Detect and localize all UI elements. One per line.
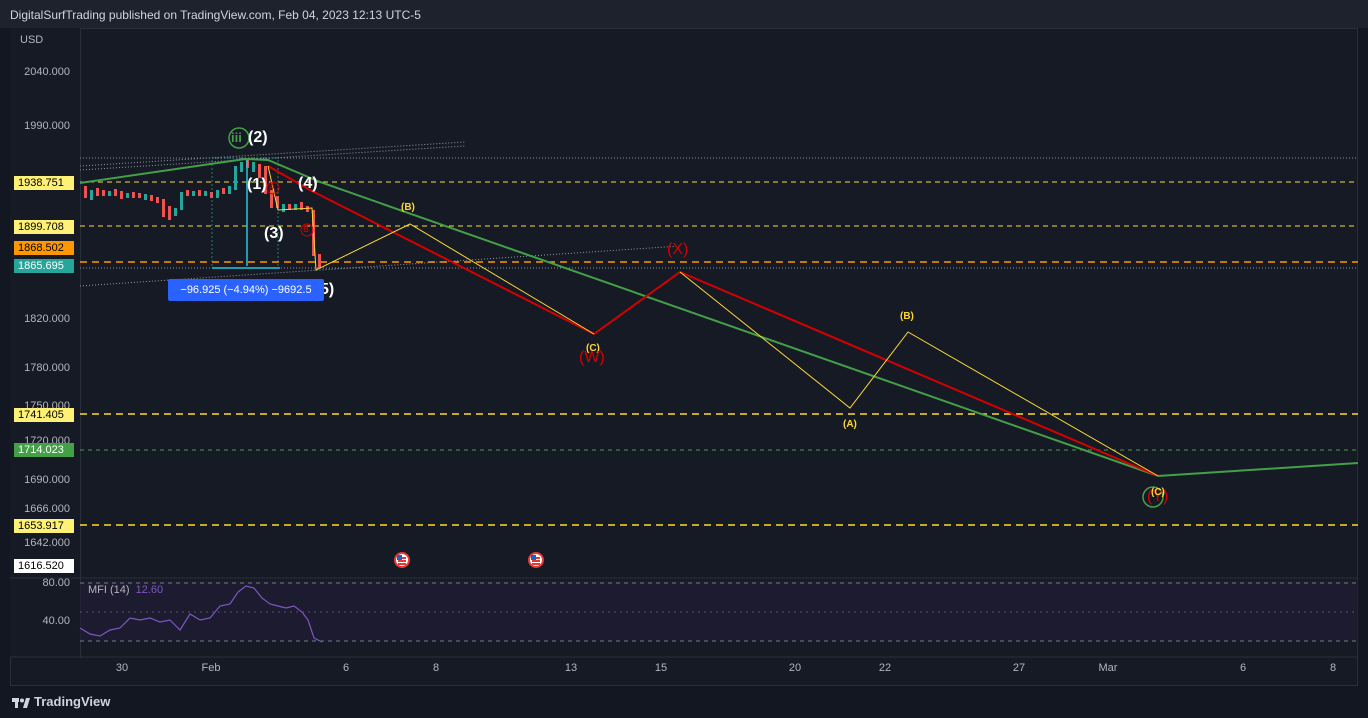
green-wave-path <box>79 157 1359 478</box>
wave-label-c1: (C) <box>586 343 600 354</box>
wave-label-a2: (A) <box>843 419 857 430</box>
currency-label: USD <box>20 34 44 46</box>
price-tick: 1990.000 <box>24 120 70 132</box>
wave-label-b: B <box>303 224 310 234</box>
time-tick: 22 <box>878 662 892 674</box>
publisher-line: DigitalSurfTrading published on TradingV… <box>10 8 421 22</box>
price-axis[interactable] <box>10 28 81 658</box>
price-tag: 1938.751 <box>14 176 74 190</box>
time-tick: Mar <box>1098 662 1118 674</box>
mfi-value: 12.60 <box>135 584 164 596</box>
price-tick: 1642.000 <box>24 537 70 549</box>
time-tick: 8 <box>1329 662 1337 674</box>
us-flag-icon[interactable] <box>394 552 410 568</box>
wave-label-2: (2) <box>248 129 268 146</box>
price-tick: 1666.000 <box>24 503 70 515</box>
wave-label-w: (W) <box>579 349 605 366</box>
mfi-name: MFI (14) <box>88 584 130 596</box>
price-tick: 1820.000 <box>24 313 70 325</box>
chart-frame[interactable] <box>10 28 1358 686</box>
price-tick: 1780.000 <box>24 362 70 374</box>
wave-circle <box>300 223 314 237</box>
wave-label-y: (Y) <box>1147 488 1169 505</box>
footer <box>0 686 1368 718</box>
time-tick: 20 <box>788 662 802 674</box>
mfi-legend[interactable]: MFI (14) 12.60 <box>88 584 163 596</box>
wave-label-1: (1) <box>247 176 267 193</box>
yellow-wave-path <box>679 271 1159 477</box>
tradingview-icon <box>12 697 30 708</box>
price-tag: 1616.520 <box>14 559 74 573</box>
us-flag-icon[interactable] <box>528 552 544 568</box>
time-tick: 27 <box>1012 662 1026 674</box>
measure-box <box>211 157 279 269</box>
brand-name: TradingView <box>34 694 111 709</box>
measure-label[interactable]: −96.925 (−4.94%) −9692.5 <box>168 279 324 301</box>
time-tick: Feb <box>201 662 221 674</box>
price-tag: 1899.708 <box>14 220 74 234</box>
channel-line <box>79 141 466 167</box>
wave-circle <box>266 181 280 195</box>
price-tag: 1714.023 <box>14 443 74 457</box>
time-tick: 8 <box>432 662 440 674</box>
wave-label-4: (4) <box>298 175 318 192</box>
header-bar: DigitalSurfTrading published on TradingV… <box>0 0 1368 28</box>
time-tick: 13 <box>564 662 578 674</box>
price-tick: 2040.000 <box>24 66 70 78</box>
wave-label-3: (3) <box>264 225 284 242</box>
mfi-tick: 80.00 <box>42 577 70 589</box>
mfi-line <box>79 585 323 643</box>
mfi-band <box>80 581 1358 641</box>
wave-circle <box>228 127 250 149</box>
time-tick: 30 <box>115 662 129 674</box>
wave-label-b2: (B) <box>900 311 914 322</box>
price-tag: 1868.502 <box>14 241 74 255</box>
wave-label-c2: (C) <box>1151 487 1165 498</box>
wave-label-x: (X) <box>667 241 689 258</box>
tradingview-logo[interactable]: TradingView <box>12 694 110 709</box>
price-tag: 1653.917 <box>14 519 74 533</box>
wave-circle <box>1142 486 1164 508</box>
price-tag: 1865.695 <box>14 259 74 273</box>
price-tick: 1690.000 <box>24 474 70 486</box>
yellow-wave-path <box>267 165 595 335</box>
wave-label-a: A <box>269 182 276 192</box>
channel-line <box>79 245 681 287</box>
time-tick: 6 <box>342 662 350 674</box>
time-tick: 15 <box>654 662 668 674</box>
wave-label-b1: (B) <box>401 202 415 213</box>
time-tick: 6 <box>1239 662 1247 674</box>
mfi-tick: 40.00 <box>42 615 70 627</box>
wave-label-iii: iii <box>231 130 242 145</box>
price-tag: 1741.405 <box>14 408 74 422</box>
